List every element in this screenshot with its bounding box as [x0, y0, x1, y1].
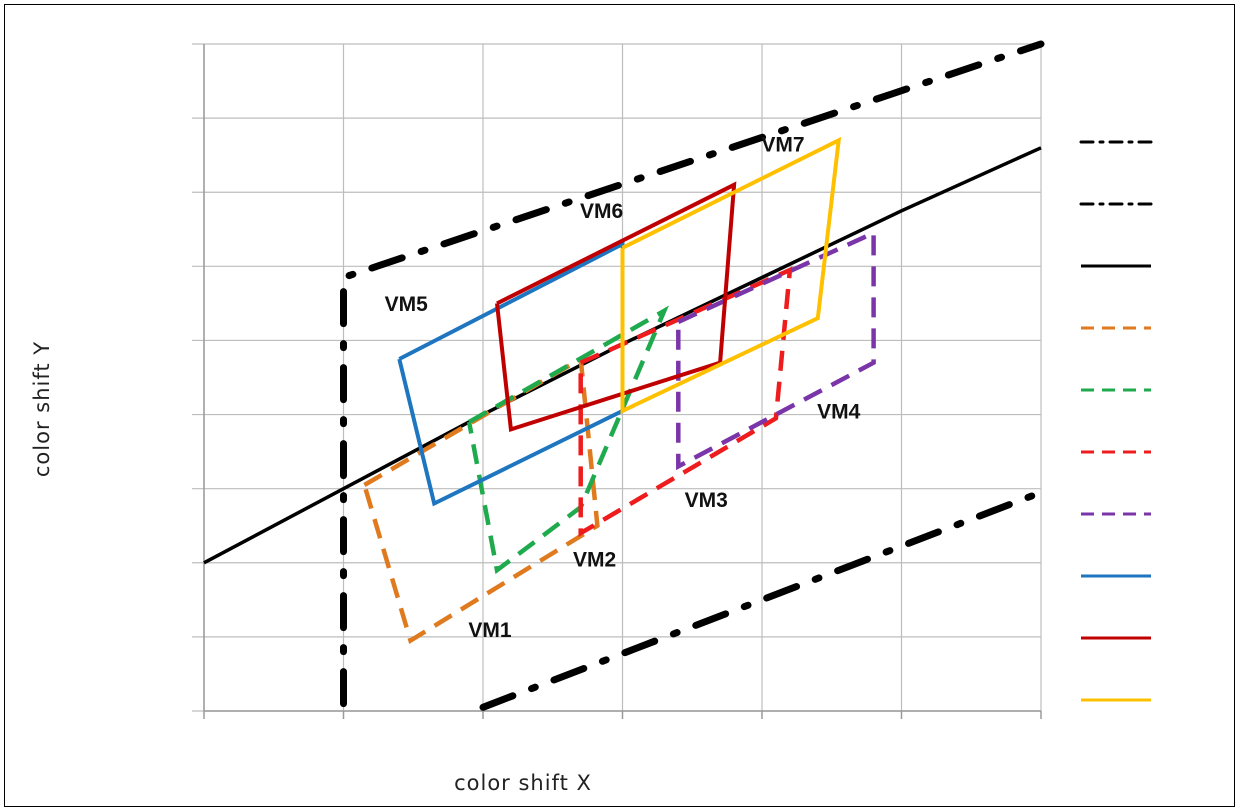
chart-svg: VM1 VM2 VM3 VM4 VM5 VM6 VM7 color shift X colo…: [30, 40, 1153, 795]
annotation-vm6: VM6: [580, 200, 623, 223]
annotation-vm3: VM3: [685, 489, 728, 512]
annotation-vm7: VM7: [761, 133, 804, 156]
annotation-vm1: VM1: [468, 619, 512, 642]
annotation-vm2: VM2: [573, 548, 616, 571]
chart-frame: VM1 VM2 VM3 VM4 VM5 VM6 VM7 color shift X colo…: [4, 4, 1235, 807]
series-vm4: [676, 229, 876, 471]
y-axis-title: color shift Y: [30, 341, 54, 477]
series-line-0: [340, 40, 1045, 708]
axis-layer: [203, 44, 1042, 719]
legend: [1079, 140, 1153, 702]
series-vm1: [362, 355, 600, 645]
annotation-layer: VM1 VM2 VM3 VM4 VM5 VM6 VM7: [385, 133, 861, 641]
series-vm3: [578, 266, 793, 538]
series-vm7: [620, 136, 842, 415]
series-line-1: [479, 488, 1045, 711]
grid-layer: [192, 43, 1042, 712]
series-layer: [203, 40, 1045, 711]
annotation-vm4: VM4: [817, 400, 861, 423]
x-axis-title: color shift X: [454, 771, 592, 795]
annotation-vm5: VM5: [385, 293, 429, 316]
